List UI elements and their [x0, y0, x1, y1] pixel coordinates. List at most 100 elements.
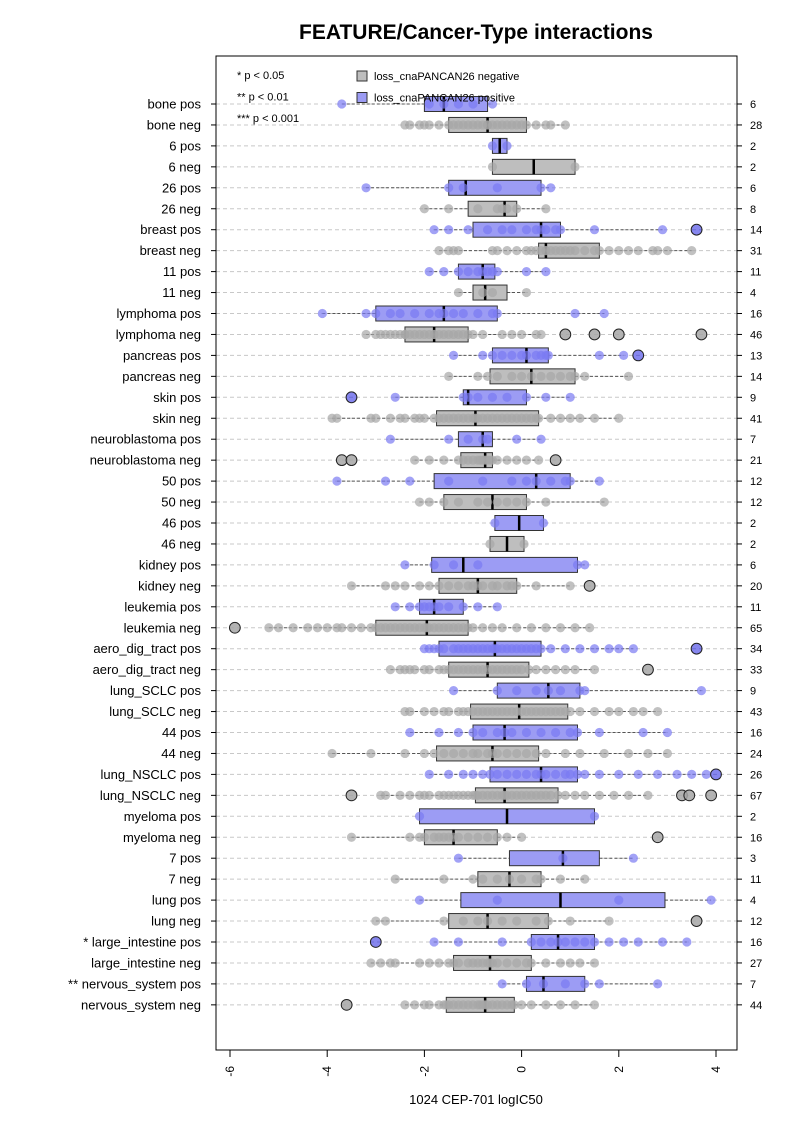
data-point [400, 560, 410, 570]
data-point [555, 413, 566, 423]
data-point [580, 874, 590, 884]
row-labels: bone pos bone neg 6 pos 6 neg 26 pos 26 neg br… [68, 97, 201, 1013]
row-label: lung_SCLC neg [109, 704, 201, 719]
data-point [453, 958, 464, 968]
data-point [521, 350, 532, 360]
data-point [497, 350, 507, 360]
data-point [526, 1000, 536, 1010]
data-point [551, 727, 561, 738]
data-point [492, 602, 502, 612]
row-label: 46 neg [161, 536, 201, 551]
data-point [453, 727, 464, 738]
row-label: lung_NSCLC pos [101, 767, 202, 782]
data-point [521, 225, 532, 235]
data-point [264, 623, 274, 633]
data-point [517, 1000, 527, 1010]
row-label: pancreas pos [123, 348, 202, 363]
data-point [572, 769, 583, 780]
data-point [526, 623, 536, 633]
data-point [405, 602, 415, 612]
row-count: 2 [750, 518, 756, 530]
row-label: myeloma pos [124, 809, 202, 824]
row-count: 28 [750, 120, 762, 132]
data-point [599, 497, 609, 507]
data-point [614, 413, 624, 423]
data-point [555, 958, 566, 968]
data-point [570, 790, 580, 800]
row-count: 44 [750, 1000, 762, 1012]
row-count: 9 [750, 686, 756, 698]
data-point [424, 497, 434, 507]
data-point [509, 1000, 519, 1010]
data-point [619, 350, 629, 360]
data-point [594, 727, 604, 738]
data-point [521, 120, 532, 130]
data-point [419, 204, 429, 214]
data-point [604, 916, 614, 926]
data-point [468, 329, 478, 340]
data-point [628, 644, 638, 654]
outlier-point [549, 454, 562, 467]
x-tick-label: -4 [320, 1066, 334, 1077]
data-point [589, 665, 600, 675]
row-count: 16 [750, 728, 762, 740]
row-count: 11 [750, 602, 761, 614]
data-point [555, 1000, 566, 1010]
data-point [448, 686, 459, 696]
data-point [580, 246, 590, 256]
data-point [492, 183, 502, 193]
data-point [444, 581, 454, 591]
data-point [507, 350, 517, 360]
data-point [395, 790, 405, 800]
data-point [507, 371, 517, 381]
data-point [553, 790, 563, 800]
data-point [701, 769, 711, 780]
legend: * p < 0.05 ** p < 0.01 *** p < 0.001 loss_c… [237, 70, 519, 125]
data-point [371, 308, 381, 319]
data-point [619, 937, 629, 947]
data-point [414, 895, 425, 905]
row-label: bone pos [148, 97, 202, 112]
data-point [696, 686, 707, 696]
data-point [492, 769, 502, 780]
data-point [492, 371, 502, 381]
data-point [478, 623, 488, 633]
data-point [492, 246, 502, 256]
data-point [580, 937, 590, 947]
row-count: 31 [750, 246, 762, 258]
data-point [594, 769, 604, 780]
row-label: lymphoma pos [116, 306, 201, 321]
row-count: 7 [750, 979, 756, 991]
x-tick-label: 4 [709, 1066, 723, 1073]
data-point [346, 623, 357, 633]
row-count: 20 [750, 581, 762, 593]
data-points [228, 99, 722, 1011]
row-label: lung_NSCLC neg [100, 788, 201, 803]
data-point [575, 413, 585, 423]
data-point [478, 350, 488, 360]
data-point [580, 769, 590, 780]
row-label: neuroblastoma pos [90, 432, 201, 447]
data-point [478, 874, 488, 884]
data-point [361, 329, 371, 340]
data-point [521, 455, 532, 465]
data-point [546, 476, 556, 486]
data-point [575, 748, 585, 759]
data-point [463, 434, 473, 444]
data-point [482, 832, 493, 842]
data-point [526, 958, 536, 968]
data-point [521, 748, 532, 759]
data-point [565, 916, 575, 926]
data-point [485, 539, 495, 549]
data-point [317, 308, 327, 319]
outlier-point [583, 579, 596, 592]
outlier-point [345, 789, 358, 802]
row-count: 43 [750, 707, 762, 719]
data-point [638, 727, 648, 738]
data-point [463, 225, 473, 235]
row-label: 11 neg [162, 285, 201, 300]
data-point [448, 748, 459, 759]
outlier-point [228, 621, 241, 634]
data-point [478, 287, 488, 298]
row-count: 41 [750, 413, 762, 425]
